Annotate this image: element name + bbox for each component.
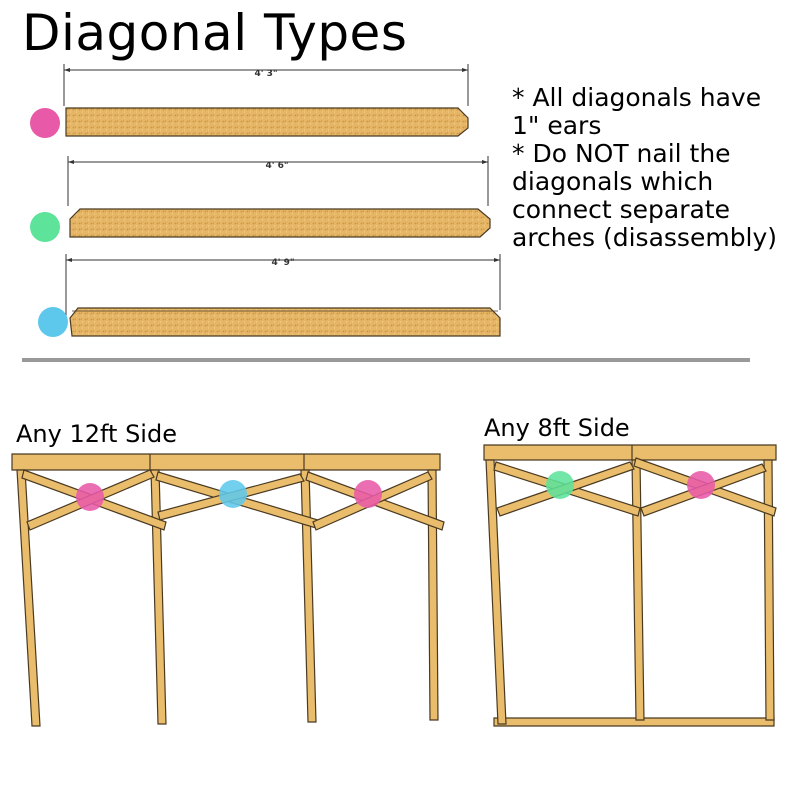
note-line: * All diagonals have — [512, 83, 762, 112]
length-label: 4' 6" — [265, 161, 288, 171]
post — [763, 459, 775, 721]
side-12ft-label: Any 12ft Side — [16, 420, 177, 448]
blue-marker-dot — [38, 307, 68, 337]
post — [300, 469, 317, 723]
side-8ft-label: Any 8ft Side — [484, 414, 630, 442]
side-8ft-frame — [483, 444, 777, 727]
bottom-rail — [493, 717, 775, 727]
pink-marker-dot — [30, 108, 60, 138]
length-label: 4' 9" — [271, 258, 294, 268]
length-label: 4' 3" — [254, 69, 277, 79]
diagonal-board-1: 4' 3" — [63, 64, 469, 137]
pink-marker-dot — [354, 480, 382, 508]
note-line: diagonals which — [512, 167, 714, 196]
note-line: 1" ears — [512, 111, 602, 140]
page-title: Diagonal Types — [22, 4, 408, 62]
post — [16, 469, 41, 727]
note-line: * Do NOT nail the — [512, 139, 731, 168]
post — [485, 459, 507, 725]
top-beam — [11, 453, 441, 471]
diagonal-board-2: 4' 6" — [67, 156, 491, 238]
post — [427, 469, 439, 721]
post — [631, 459, 645, 721]
top-beam — [483, 444, 777, 461]
pink-marker-dot — [687, 471, 715, 499]
note-line: arches (disassembly) — [512, 223, 778, 252]
green-marker-dot — [546, 471, 574, 499]
pink-marker-dot — [76, 483, 104, 511]
diagonal-board-3: 4' 9" — [65, 254, 501, 337]
assembly-notes: * All diagonals have 1" ears * Do NOT na… — [512, 84, 797, 252]
green-marker-dot — [30, 212, 60, 242]
note-line: connect separate — [512, 195, 730, 224]
post — [150, 469, 167, 725]
blue-marker-dot — [219, 480, 247, 508]
